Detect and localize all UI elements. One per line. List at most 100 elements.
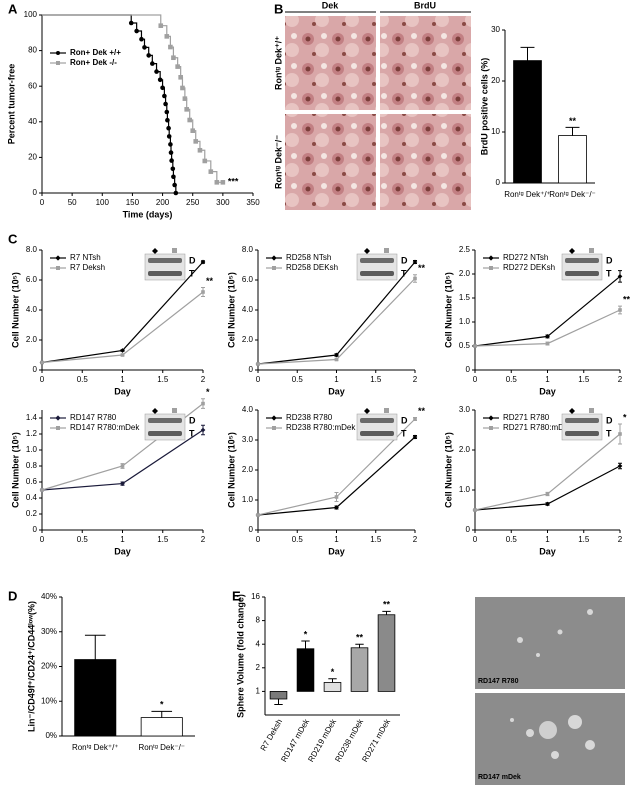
column-label: BrdU — [414, 0, 436, 10]
panel-label: C — [8, 231, 18, 246]
y-tick-label: 8 — [256, 616, 261, 625]
marker — [413, 417, 417, 421]
bar — [350, 647, 369, 692]
marker — [220, 180, 226, 185]
legend-marker — [56, 266, 60, 270]
x-tick-label: 0.5 — [506, 375, 518, 384]
blot-marker — [569, 408, 575, 414]
legend-label: RD147 R780 — [70, 413, 117, 422]
error-bar — [520, 46, 535, 61]
marker — [164, 109, 170, 115]
x-tick-label: Ronᵗᵍ Dek⁻/⁻ — [138, 743, 185, 752]
marker — [158, 23, 164, 28]
y-tick-label: 2.0 — [459, 445, 471, 454]
y-tick-label: 0.5 — [459, 341, 471, 350]
y-tick-label: 0.8 — [26, 461, 38, 470]
image-label: RD147 R780 — [478, 678, 519, 685]
marker — [256, 513, 260, 517]
blot-label: D — [401, 255, 408, 265]
y-tick-label: 3.0 — [242, 435, 254, 444]
x-tick-label: 2 — [201, 535, 206, 544]
line — [474, 309, 621, 347]
image — [380, 16, 471, 110]
y-tick-label: 4.0 — [242, 305, 254, 314]
legend-marker — [489, 426, 493, 430]
marker — [120, 464, 125, 468]
bar — [323, 682, 342, 692]
marker — [165, 117, 170, 123]
y-tick-label: 1.5 — [459, 293, 471, 302]
legend-marker — [56, 426, 60, 430]
legend-marker — [271, 255, 277, 261]
y-tick-label: 2.0 — [242, 335, 254, 344]
x-tick-label: Ronᵗᵍ Dek⁻/⁻ — [549, 190, 596, 199]
y-axis-label: BrdU positive cells (%) — [479, 58, 489, 156]
line — [257, 436, 416, 516]
x-tick-label: 350 — [246, 198, 260, 207]
annotation: * — [206, 387, 210, 397]
panel-label: D — [8, 588, 17, 603]
legend-marker — [272, 266, 276, 270]
annotation: ** — [623, 295, 631, 305]
blot-marker — [172, 408, 177, 413]
y-tick-label: 8.0 — [242, 245, 254, 254]
x-tick-label: 0 — [473, 535, 478, 544]
x-tick-label: 1 — [334, 535, 339, 544]
y-tick-label: 0 — [466, 525, 471, 534]
marker — [142, 45, 147, 50]
image — [380, 114, 471, 210]
x-axis-label: Day — [114, 386, 131, 396]
y-tick-label: 3.0 — [459, 405, 471, 414]
y-tick-label: 1.0 — [459, 317, 471, 326]
blot-marker — [172, 248, 177, 253]
y-tick-label: 2 — [256, 663, 261, 672]
survival-line — [42, 14, 177, 193]
error-bar — [301, 640, 310, 649]
annotation: * — [160, 700, 164, 710]
marker — [169, 158, 174, 163]
x-tick-label: 2 — [413, 535, 418, 544]
x-tick-label: 2 — [618, 375, 623, 384]
annotation: * — [304, 629, 308, 639]
x-axis-label: Time (days) — [123, 209, 173, 219]
line — [257, 278, 416, 365]
annotation: * — [331, 667, 335, 677]
error-bar — [382, 610, 391, 615]
marker — [334, 352, 339, 358]
marker — [214, 180, 220, 185]
y-tick-label: 10% — [41, 696, 57, 705]
x-tick-label: 0 — [40, 198, 45, 207]
marker — [208, 169, 214, 174]
x-tick-label: 100 — [96, 198, 110, 207]
x-tick-label: 50 — [68, 198, 77, 207]
blot-marker — [152, 248, 158, 254]
y-tick-label: 30% — [41, 627, 57, 636]
x-tick-label: 1.5 — [157, 535, 169, 544]
blot-band — [360, 418, 394, 423]
y-axis-label: Lin⁻/CD49f⁺/CD24⁺/CD44ˡᵒʷ(%) — [26, 601, 36, 732]
legend-label: RD258 NTsh — [286, 253, 331, 262]
legend-marker — [55, 415, 61, 421]
marker — [164, 34, 170, 39]
bar — [296, 648, 315, 692]
x-tick-label: 0.5 — [292, 375, 304, 384]
marker — [197, 147, 203, 153]
y-tick-label: 0.2 — [26, 509, 38, 518]
marker — [168, 44, 173, 50]
marker — [190, 128, 196, 133]
y-tick-label: 2.0 — [459, 269, 471, 278]
bar — [513, 60, 542, 184]
bar — [74, 659, 117, 737]
x-tick-label: 250 — [186, 198, 200, 207]
legend-label: RD258 DEKsh — [286, 263, 338, 272]
legend-marker — [56, 61, 60, 65]
y-tick-label: 1.0 — [459, 485, 471, 494]
marker — [182, 96, 188, 101]
blot-marker — [384, 408, 389, 413]
x-tick-label: 2 — [201, 375, 206, 384]
x-tick-label: 1 — [545, 535, 550, 544]
blot-label: T — [606, 428, 612, 438]
x-axis-label: Day — [114, 546, 131, 556]
x-tick-label: 1 — [120, 375, 125, 384]
